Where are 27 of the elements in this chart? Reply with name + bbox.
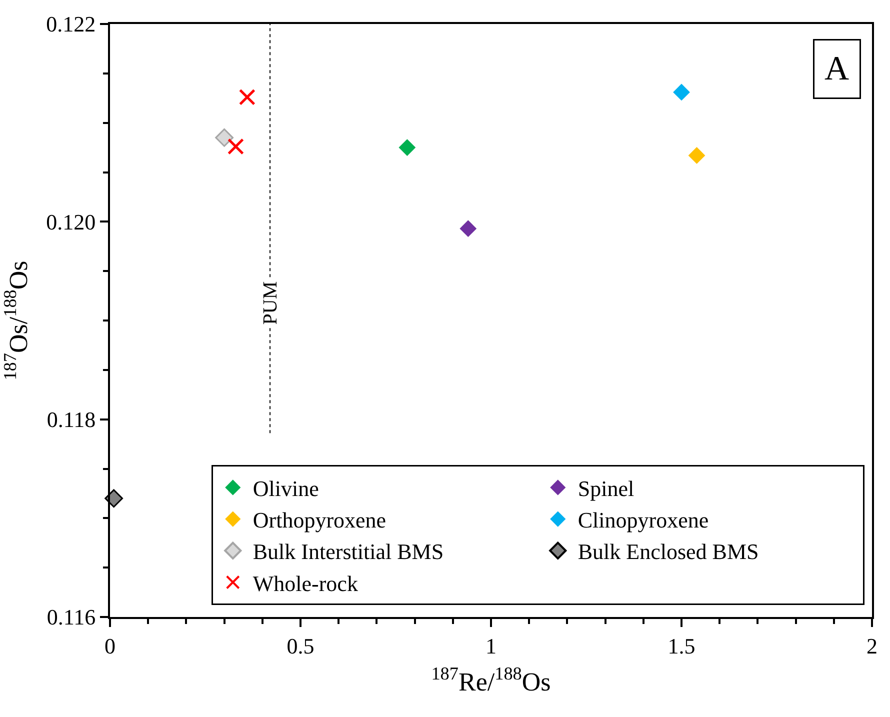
annotation: A [824, 50, 850, 88]
point [215, 128, 234, 147]
x-axis-title: $^{187}$Re/$^{188}$Os [431, 664, 551, 697]
x-tick-label: 0 [104, 633, 116, 658]
point [460, 220, 477, 238]
legend-label: Clinopyroxene [578, 508, 709, 533]
y-tick-label: 0.122 [46, 12, 96, 37]
legend-label: Bulk Enclosed BMS [578, 539, 759, 564]
point [688, 147, 706, 164]
point [227, 138, 244, 155]
x-tick-label: 1.5 [668, 633, 696, 658]
y-tick-label: 0.118 [46, 407, 96, 432]
x-tick-label: 0.5 [286, 633, 314, 658]
point [104, 489, 124, 508]
x-tick-label: 1 [486, 633, 496, 658]
ref-line-label: PUM [259, 281, 282, 325]
legend-label: Olivine [252, 476, 319, 502]
point [673, 84, 690, 101]
point [238, 88, 256, 106]
x-tick-label: 2 [866, 633, 878, 658]
y-tick-label: 0.116 [46, 604, 96, 630]
legend-label: Orthopyroxene [252, 508, 386, 533]
legend-label: Spinel [578, 476, 634, 502]
y-tick-label: 0.120 [46, 209, 96, 234]
legend-label: Whole-rock [252, 570, 358, 596]
legend-label: Bulk Interstitial BMS [252, 539, 444, 564]
point [398, 139, 416, 156]
